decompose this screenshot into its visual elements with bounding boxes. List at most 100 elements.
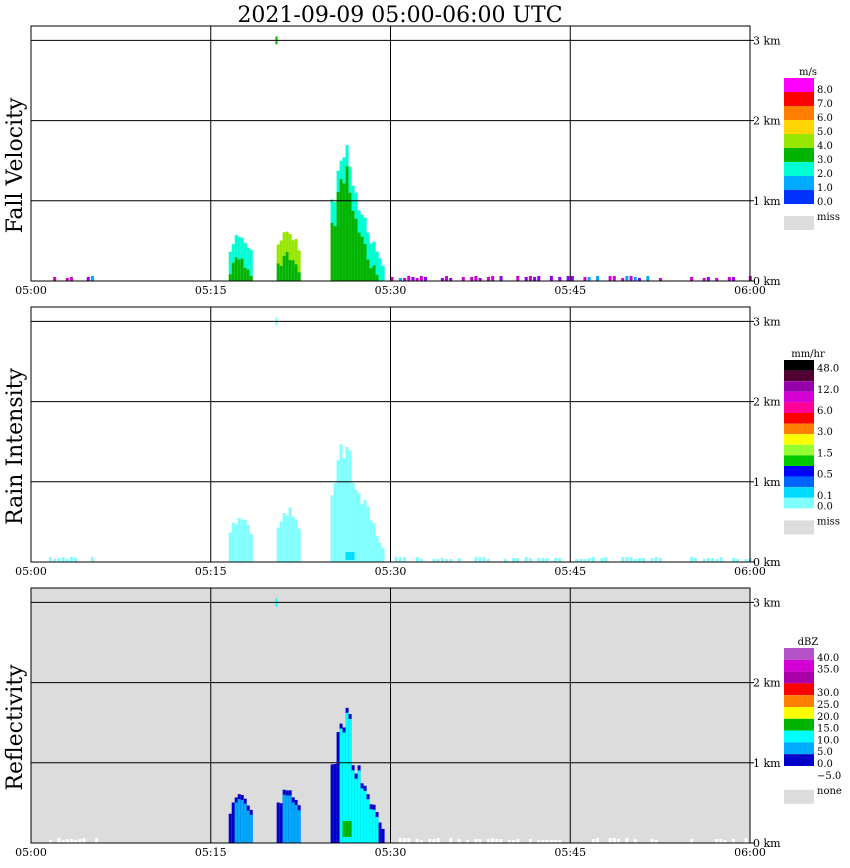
data-cell (291, 516, 295, 562)
data-cell (736, 559, 740, 562)
y-tick-label: 0 km (753, 837, 781, 850)
legend-label: 0.5 (817, 470, 833, 481)
data-cell (61, 557, 65, 562)
data-cell (61, 840, 65, 843)
data-cell (297, 528, 301, 562)
data-cell (228, 274, 232, 281)
data-cell (398, 557, 402, 562)
data-cell (608, 838, 612, 843)
data-cell (348, 719, 352, 843)
data-cell (394, 557, 398, 562)
legend-label: 5.0 (817, 127, 833, 138)
data-cell (291, 240, 295, 261)
legend-label: 12.0 (817, 385, 839, 396)
legend-label: 8.0 (817, 85, 833, 96)
y-tick-label: 0 km (753, 556, 781, 569)
data-cell (240, 519, 244, 562)
data-cell (375, 251, 379, 274)
y-axis-label: Fall Velocity (3, 97, 28, 233)
plot-frame (30, 306, 751, 563)
data-cell (360, 788, 364, 843)
legend-swatch (784, 648, 814, 660)
data-cell (336, 732, 340, 843)
y-tick-label: 2 km (753, 396, 781, 409)
data-cell (554, 840, 558, 843)
data-cell (360, 214, 364, 237)
legend-label: 15.0 (817, 724, 839, 735)
data-cell (654, 840, 658, 843)
data-cell (457, 839, 461, 843)
legend-swatch (784, 120, 814, 134)
data-cell (65, 839, 69, 843)
data-cell (240, 237, 244, 259)
data-cell (330, 495, 334, 562)
data-cell (715, 839, 719, 843)
data-cell (297, 272, 301, 281)
data-cell (583, 277, 587, 281)
data-cell (90, 276, 94, 281)
data-cell (723, 840, 727, 843)
data-cell (570, 276, 574, 281)
data-cell (351, 210, 355, 281)
data-cell (507, 840, 511, 843)
data-cell (378, 542, 382, 562)
data-cell (279, 240, 283, 266)
data-cell (596, 276, 600, 281)
data-cell (369, 268, 373, 281)
data-cell (719, 839, 723, 843)
legend-swatch (784, 476, 814, 488)
data-cell (246, 810, 250, 843)
data-cell (243, 803, 247, 843)
x-tick-label: 06:00 (734, 284, 766, 297)
data-cell (288, 260, 292, 281)
data-cell (333, 763, 337, 843)
legend-label: 6.0 (817, 113, 833, 124)
legend-label: 3.0 (817, 427, 833, 438)
data-cell (478, 557, 482, 562)
data-cell (579, 559, 583, 562)
data-cell (237, 259, 241, 281)
data-cell (524, 557, 528, 562)
data-cell (345, 821, 349, 837)
legend-swatch (784, 671, 814, 684)
data-cell (231, 802, 235, 843)
data-cell (744, 838, 748, 843)
data-cell (702, 559, 706, 562)
data-cell (415, 278, 419, 281)
data-cell (243, 242, 247, 268)
data-cell (234, 802, 238, 843)
data-cell (478, 839, 482, 843)
data-cell (333, 483, 337, 562)
y-tick-label: 0 km (753, 275, 781, 288)
data-cell (642, 558, 646, 562)
data-cell (234, 257, 238, 281)
legend-swatch (784, 148, 814, 162)
data-cell (690, 839, 694, 843)
data-cell (297, 810, 301, 843)
data-cell (440, 278, 444, 281)
y-tick-label: 1 km (753, 476, 781, 489)
legend-swatch (784, 730, 814, 743)
data-cell (403, 838, 407, 843)
data-cell (360, 503, 364, 562)
data-cell (516, 276, 520, 281)
data-cell (330, 222, 334, 281)
x-tick-label: 05:30 (375, 284, 407, 297)
data-cell (357, 493, 361, 562)
data-cell (345, 552, 349, 560)
data-cell (249, 814, 253, 843)
data-cell (372, 265, 376, 281)
x-tick-label: 05:30 (375, 846, 407, 859)
data-cell (690, 277, 694, 281)
data-cell (234, 524, 238, 562)
x-tick-label: 05:45 (554, 846, 586, 859)
data-cell (727, 277, 731, 281)
legend-swatch (784, 402, 814, 413)
data-cell (419, 559, 423, 562)
data-cell (237, 236, 241, 260)
legend-missing-label: miss (817, 516, 840, 527)
legend-swatch (784, 766, 814, 778)
y-tick-label: 3 km (753, 596, 781, 609)
legend-swatch (784, 78, 814, 92)
